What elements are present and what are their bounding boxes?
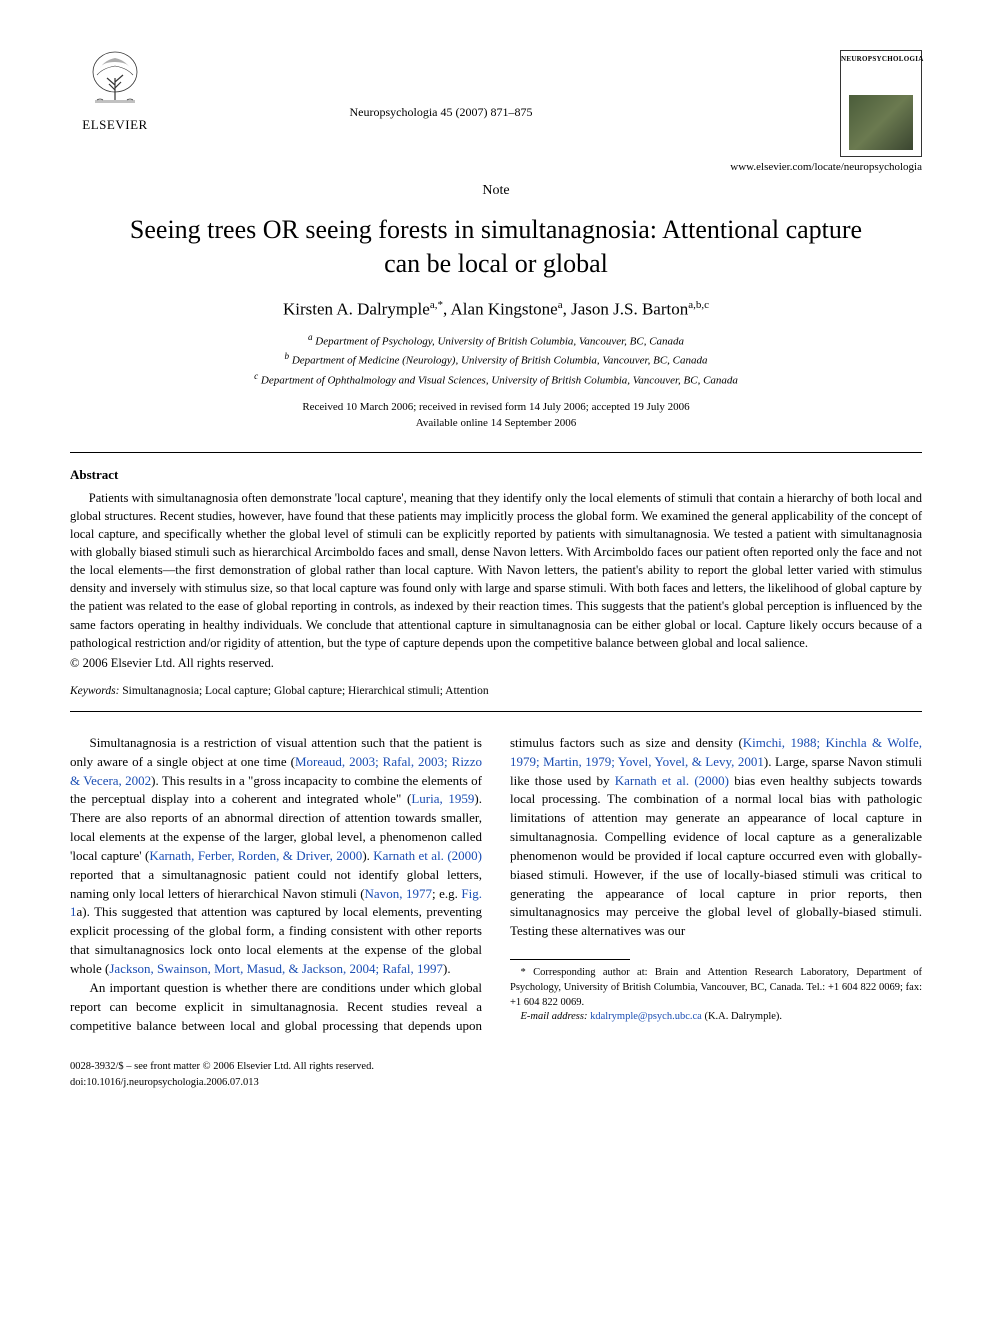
keywords-text: Simultanagnosia; Local capture; Global c…: [122, 685, 488, 697]
article-title: Seeing trees OR seeing forests in simult…: [120, 213, 872, 281]
journal-box: NEUROPSYCHOLOGIA www.elsevier.com/locate…: [722, 50, 922, 173]
p1-t6: ; e.g.: [432, 886, 461, 901]
author-2-marks: a: [558, 299, 563, 311]
dates-received: Received 10 March 2006; received in revi…: [70, 399, 922, 416]
authors-line: Kirsten A. Dalrymplea,*, Alan Kingstonea…: [70, 299, 922, 320]
p1-cite5[interactable]: Navon, 1977: [365, 886, 432, 901]
footer-issn: 0028-3932/$ – see front matter © 2006 El…: [70, 1059, 922, 1075]
affiliations: a Department of Psychology, University o…: [70, 331, 922, 388]
abstract-copyright: © 2006 Elsevier Ltd. All rights reserved…: [70, 656, 922, 671]
email-suffix: (K.A. Dalrymple).: [704, 1011, 782, 1022]
journal-cover-image: [849, 95, 913, 150]
p2-cite2[interactable]: Karnath et al. (2000): [615, 773, 729, 788]
aff-a-mark: a: [308, 332, 313, 342]
body-para-1: Simultanagnosia is a restriction of visu…: [70, 734, 482, 979]
abstract-paragraph: Patients with simultanagnosia often demo…: [70, 489, 922, 652]
p1-cite4[interactable]: Karnath et al. (2000): [373, 848, 482, 863]
journal-name: NEUROPSYCHOLOGIA: [841, 51, 921, 63]
article-page: ELSEVIER Neuropsychologia 45 (2007) 871–…: [0, 0, 992, 1131]
dates-online: Available online 14 September 2006: [70, 415, 922, 432]
abstract-text: Patients with simultanagnosia often demo…: [70, 489, 922, 652]
elsevier-tree-icon: [85, 50, 145, 110]
affiliation-c: c Department of Ophthalmology and Visual…: [70, 370, 922, 389]
p1-cite7[interactable]: Jackson, Swainson, Mort, Masud, & Jackso…: [109, 961, 443, 976]
author-1: Kirsten A. Dalrymple: [283, 299, 430, 318]
article-dates: Received 10 March 2006; received in revi…: [70, 399, 922, 432]
author-3-marks: a,b,c: [688, 299, 709, 311]
p1-cite3[interactable]: Karnath, Ferber, Rorden, & Driver, 2000: [149, 848, 362, 863]
body-text: Simultanagnosia is a restriction of visu…: [70, 734, 922, 1036]
aff-c-text: Department of Ophthalmology and Visual S…: [261, 374, 738, 386]
author-3: Jason J.S. Barton: [571, 299, 688, 318]
p1-cite2[interactable]: Luria, 1959: [411, 791, 474, 806]
p2-t3: bias even healthy subjects towards local…: [510, 773, 922, 939]
abstract-heading: Abstract: [70, 467, 922, 483]
keywords-label: Keywords:: [70, 685, 119, 697]
author-2: Alan Kingstone: [451, 299, 558, 318]
rule-bottom: [70, 711, 922, 712]
p1-t8: ).: [443, 961, 451, 976]
page-footer: 0028-3932/$ – see front matter © 2006 El…: [70, 1059, 922, 1091]
footnote-separator: [510, 959, 630, 960]
keywords-line: Keywords: Simultanagnosia; Local capture…: [70, 685, 922, 697]
footer-doi: doi:10.1016/j.neuropsychologia.2006.07.0…: [70, 1075, 922, 1091]
affiliation-b: b Department of Medicine (Neurology), Un…: [70, 350, 922, 369]
abstract-section: Abstract Patients with simultanagnosia o…: [70, 467, 922, 671]
author-1-marks: a,*: [430, 299, 443, 311]
header-row: ELSEVIER Neuropsychologia 45 (2007) 871–…: [70, 50, 922, 173]
publisher-name: ELSEVIER: [70, 117, 160, 133]
email-address[interactable]: kdalrymple@psych.ubc.ca: [590, 1011, 702, 1022]
journal-citation: Neuropsychologia 45 (2007) 871–875: [160, 50, 722, 120]
p1-t4: ).: [362, 848, 373, 863]
aff-b-mark: b: [284, 351, 289, 361]
article-type: Note: [70, 183, 922, 199]
rule-top: [70, 452, 922, 453]
aff-b-text: Department of Medicine (Neurology), Univ…: [292, 355, 708, 367]
aff-a-text: Department of Psychology, University of …: [315, 336, 684, 348]
corresponding-author: * Corresponding author at: Brain and Att…: [510, 966, 922, 1010]
journal-url: www.elsevier.com/locate/neuropsychologia: [722, 161, 922, 173]
aff-c-mark: c: [254, 371, 258, 381]
email-line: E-mail address: kdalrymple@psych.ubc.ca …: [510, 1010, 922, 1025]
email-label: E-mail address:: [521, 1011, 588, 1022]
footnote-block: * Corresponding author at: Brain and Att…: [510, 966, 922, 1025]
journal-cover-thumbnail: NEUROPSYCHOLOGIA: [840, 50, 922, 157]
affiliation-a: a Department of Psychology, University o…: [70, 331, 922, 350]
publisher-logo: ELSEVIER: [70, 50, 160, 133]
